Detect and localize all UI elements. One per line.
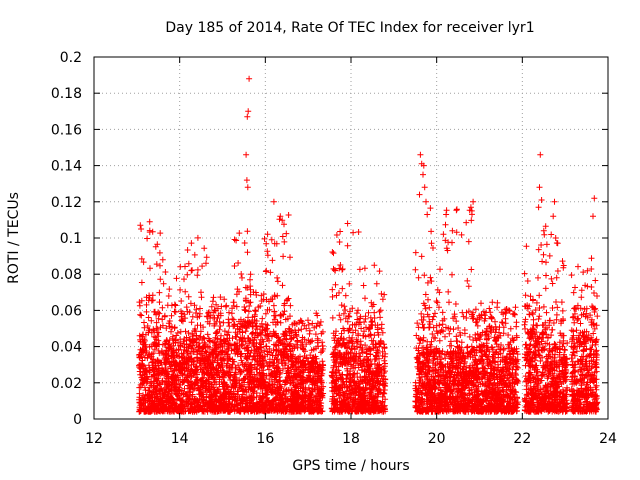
y-tick-label: 0.1 [60,231,82,247]
axis-ticks [93,56,609,420]
roti-markers [136,75,601,415]
x-axis-label: GPS time / hours [292,458,409,474]
y-tick-label: 0.08 [51,267,82,283]
y-axis-label: ROTI / TECUs [6,192,22,284]
y-tick-label: 0.18 [51,86,82,102]
y-tick-label: 0.04 [51,340,82,356]
x-tick-label: 16 [256,431,274,447]
y-tick-label: 0.06 [51,303,82,319]
y-tick-label: 0.14 [51,159,82,175]
y-tick-label: 0.02 [51,376,82,392]
x-tick-label: 18 [342,431,360,447]
x-tick-label: 22 [513,431,531,447]
x-tick-label: 12 [85,431,103,447]
y-tick-label: 0.12 [51,195,82,211]
x-tick-label: 14 [171,431,189,447]
axis-tick-labels: 12 14 16 18 20 22 24 0 0.02 0.04 0.06 0.08 0.1 0.12 0.… [51,50,617,447]
y-tick-label: 0.16 [51,122,82,138]
chart-title: Day 185 of 2014, Rate Of TEC Index for r… [165,20,534,36]
x-tick-label: 24 [599,431,617,447]
y-tick-label: 0 [73,412,82,428]
x-tick-label: 20 [428,431,446,447]
y-tick-label: 0.2 [60,50,82,66]
data-points [136,75,601,415]
